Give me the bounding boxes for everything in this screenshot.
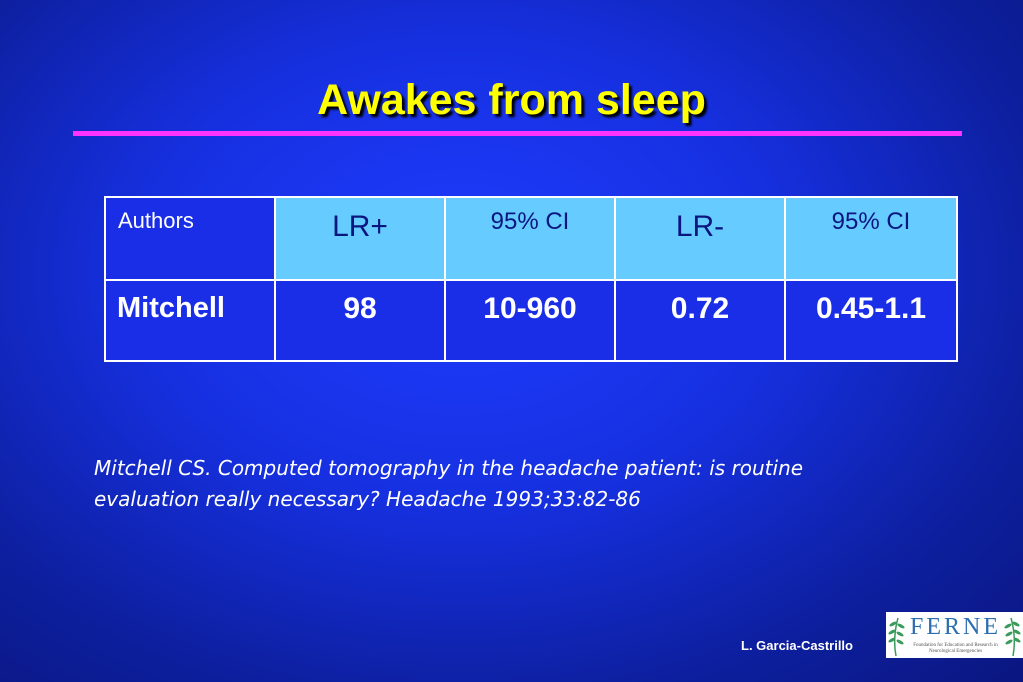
- cell-lr-minus: 0.72: [614, 279, 786, 362]
- citation-text: Mitchell CS. Computed tomography in the …: [94, 456, 804, 511]
- header-cell-ci-minus: 95% CI: [784, 196, 958, 281]
- cell-author: Mitchell: [104, 279, 276, 362]
- logo-tagline: Foundation for Education and Research in…: [913, 643, 998, 654]
- title-underline-rule: [73, 131, 962, 136]
- table-row: Mitchell 98 10-960 0.72 0.45-1.1: [104, 279, 958, 362]
- ferne-logo: FERNE Foundation for Education and Resea…: [886, 612, 1023, 658]
- header-cell-ci-plus: 95% CI: [444, 196, 616, 281]
- header-cell-authors: Authors: [104, 196, 276, 281]
- cell-ci-plus: 10-960: [444, 279, 616, 362]
- cell-lr-plus: 98: [274, 279, 446, 362]
- results-table: Authors LR+ 95% CI LR- 95% CI Mitchell 9…: [104, 196, 958, 362]
- header-cell-lr-minus: LR-: [614, 196, 786, 281]
- slide-title: Awakes from sleep: [317, 76, 706, 124]
- leaf-icon: [888, 617, 1021, 657]
- cell-ci-minus: 0.45-1.1: [784, 279, 958, 362]
- logo-wordmark: FERNE: [909, 614, 1001, 640]
- table-header-row: Authors LR+ 95% CI LR- 95% CI: [104, 196, 958, 281]
- header-cell-lr-plus: LR+: [274, 196, 446, 281]
- author-credit: L. Garcia-Castrillo: [741, 638, 853, 653]
